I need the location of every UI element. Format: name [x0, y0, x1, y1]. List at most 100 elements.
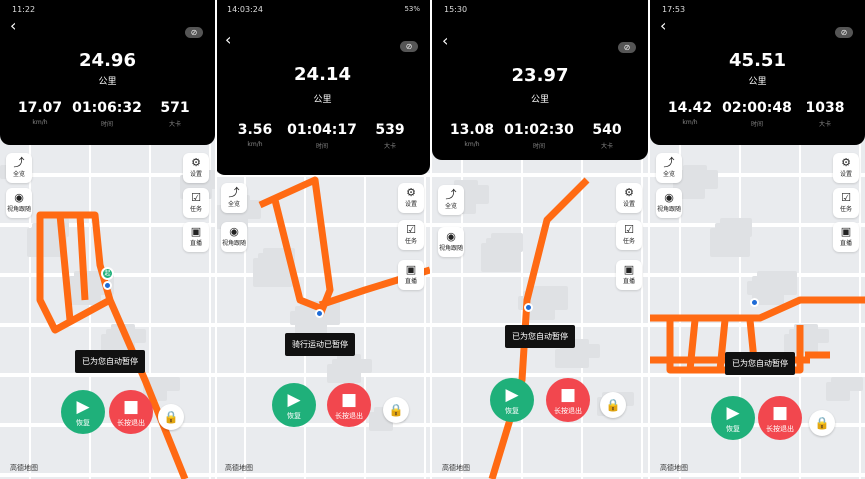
overview-button[interactable]: ⤴ 全览 [656, 153, 682, 183]
live-button[interactable]: ▣ 直播 [833, 222, 859, 252]
resume-button[interactable]: ▶ 恢复 [272, 383, 316, 427]
speed-label: km/h [682, 119, 698, 126]
tasks-button[interactable]: ☑ 任务 [616, 220, 642, 250]
status-time: 17:53 [662, 5, 686, 14]
eye-off-icon[interactable]: ⊘ [618, 42, 636, 53]
calories-value: 539 [375, 122, 405, 138]
pause-toast: 已为您自动暂停 [505, 325, 575, 348]
calories-value: 1038 [805, 100, 845, 116]
pause-toast: 骑行运动已暂停 [285, 333, 355, 356]
route-overview-icon: ⤴ [228, 186, 240, 199]
play-icon: ▶ [726, 403, 740, 423]
lock-button[interactable]: 🔒 [383, 397, 409, 423]
exit-button[interactable]: ■ 长按退出 [546, 378, 590, 422]
current-location-marker [103, 281, 112, 290]
map-building [555, 349, 587, 368]
speed-label: km/h [464, 141, 480, 148]
settings-button[interactable]: ⚙ 设置 [833, 153, 859, 183]
view-follow-icon: ◉ [14, 191, 24, 204]
overview-button[interactable]: ⤴ 全览 [438, 185, 464, 215]
resume-button[interactable]: ▶ 恢复 [711, 396, 755, 440]
back-button[interactable]: ‹ [442, 31, 449, 50]
duration-label: 时间 [750, 121, 763, 128]
resume-button[interactable]: ▶ 恢复 [490, 378, 534, 422]
exit-button[interactable]: ■ 长按退出 [327, 383, 371, 427]
live-label: 直播 [189, 240, 202, 247]
duration-label: 时间 [100, 121, 113, 128]
stats-header: 14:03:24 53% ‹ ⊘ 24.14 公里 3.56 km/h 01:04:17 时间 53… [215, 0, 430, 175]
overview-button[interactable]: ⤴ 全览 [6, 153, 32, 183]
play-icon: ▶ [505, 385, 519, 405]
eye-off-icon[interactable]: ⊘ [400, 41, 418, 52]
exit-button[interactable]: ■ 长按退出 [109, 390, 153, 434]
tasks-label: 任务 [404, 238, 417, 245]
route-overview-icon: ⤴ [13, 156, 25, 169]
stop-icon: ■ [340, 390, 358, 410]
duration-label: 时间 [315, 143, 328, 150]
overview-label: 全览 [444, 203, 457, 210]
live-label: 直播 [622, 278, 635, 285]
stat-duration: 01:04:17 时间 [287, 122, 357, 150]
distance-value: 45.51 [729, 50, 786, 71]
exit-label: 长按退出 [117, 419, 145, 427]
battery-level: 53% [404, 5, 420, 13]
video-camera-icon: ▣ [190, 225, 202, 238]
tasks-button[interactable]: ☑ 任务 [398, 220, 424, 250]
back-button[interactable]: ‹ [10, 16, 17, 35]
pause-toast: 已为您自动暂停 [75, 350, 145, 373]
follow-button[interactable]: ◉ 视角跟随 [656, 188, 682, 218]
distance-value: 23.97 [511, 65, 569, 86]
overview-button[interactable]: ⤴ 全览 [221, 183, 247, 213]
live-button[interactable]: ▣ 直播 [183, 222, 209, 252]
lock-button[interactable]: 🔒 [158, 404, 184, 430]
follow-button[interactable]: ◉ 视角跟随 [6, 188, 32, 218]
eye-off-icon[interactable]: ⊘ [185, 27, 203, 38]
follow-button[interactable]: ◉ 视角跟随 [221, 222, 247, 252]
current-location-marker [315, 309, 324, 318]
status-time: 14:03:24 [227, 5, 263, 14]
duration-value: 02:00:48 [722, 100, 792, 116]
stat-speed: 13.08 km/h [437, 122, 507, 148]
panel-divider [648, 0, 650, 479]
exit-label: 长按退出 [335, 412, 363, 420]
current-location-marker [750, 298, 759, 307]
live-label: 直播 [839, 240, 852, 247]
exit-button[interactable]: ■ 长按退出 [758, 396, 802, 440]
checklist-icon: ☑ [841, 191, 851, 204]
duration-value: 01:04:17 [287, 122, 357, 138]
map-building [327, 364, 359, 383]
stats-header: 17:53 ‹ ⊘ 45.51 公里 14.42 km/h 02:00:48 时间 1038 大卡 [650, 0, 865, 145]
settings-button[interactable]: ⚙ 设置 [398, 183, 424, 213]
tasks-button[interactable]: ☑ 任务 [183, 188, 209, 218]
speed-value: 13.08 [449, 122, 495, 138]
route-overview-icon: ⤴ [663, 156, 675, 169]
live-button[interactable]: ▣ 直播 [616, 260, 642, 290]
tasks-button[interactable]: ☑ 任务 [833, 188, 859, 218]
resume-button[interactable]: ▶ 恢复 [61, 390, 105, 434]
back-button[interactable]: ‹ [225, 30, 232, 49]
calories-label: 大卡 [383, 143, 396, 150]
video-camera-icon: ▣ [405, 263, 417, 276]
stat-speed: 14.42 km/h [655, 100, 725, 126]
settings-button[interactable]: ⚙ 设置 [183, 153, 209, 183]
live-button[interactable]: ▣ 直播 [398, 260, 424, 290]
settings-label: 设置 [189, 171, 202, 178]
phone-panel: 14:03:24 53% ‹ ⊘ 24.14 公里 3.56 km/h 01:04:17 时间 53… [215, 0, 430, 479]
settings-button[interactable]: ⚙ 设置 [616, 183, 642, 213]
calories-label: 大卡 [168, 121, 181, 128]
overview-label: 全览 [662, 171, 675, 178]
video-camera-icon: ▣ [623, 263, 635, 276]
back-button[interactable]: ‹ [660, 16, 667, 35]
panel-divider [215, 0, 217, 479]
distance-unit: 公里 [748, 77, 767, 87]
map-building [747, 281, 771, 295]
settings-label: 设置 [839, 171, 852, 178]
follow-button[interactable]: ◉ 视角跟随 [438, 227, 464, 257]
lock-button[interactable]: 🔒 [600, 392, 626, 418]
eye-off-icon[interactable]: ⊘ [835, 27, 853, 38]
lock-button[interactable]: 🔒 [809, 410, 835, 436]
route-line [36, 211, 189, 479]
stat-calories: 1038 大卡 [790, 100, 860, 128]
resume-label: 恢复 [76, 419, 90, 427]
play-icon: ▶ [287, 390, 301, 410]
